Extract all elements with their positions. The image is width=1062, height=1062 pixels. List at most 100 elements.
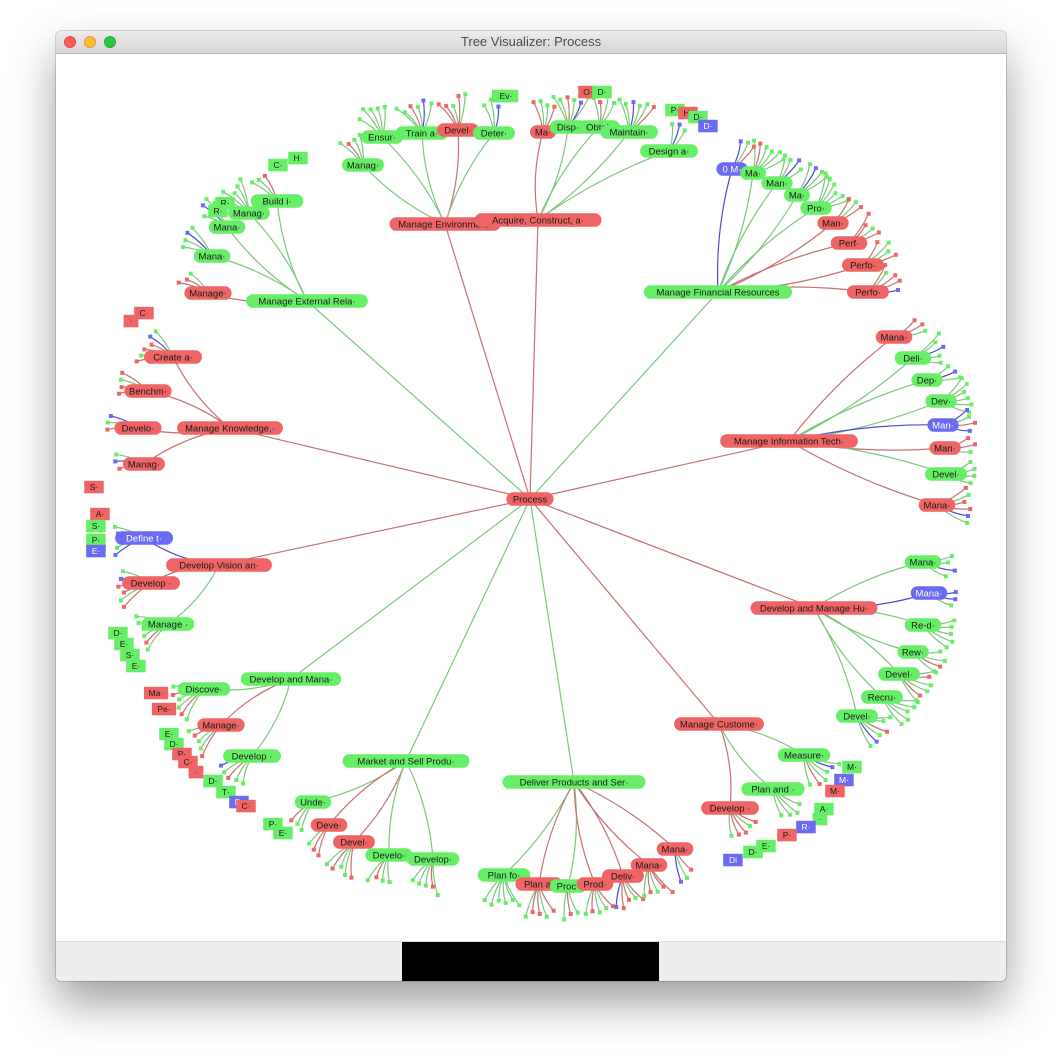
leaf-node[interactable]: S· [84, 480, 104, 494]
leaf-node[interactable]: H· [288, 151, 308, 165]
child-node[interactable]: Devel· [925, 467, 967, 481]
child-node[interactable]: Perfo· [847, 285, 889, 299]
child-node[interactable]: Maintain· [600, 125, 658, 139]
leaf-node[interactable]: E· [86, 544, 106, 558]
child-node[interactable]: Man· [929, 441, 961, 455]
child-node[interactable]: Manag· [342, 158, 384, 172]
child-node[interactable]: Mana· [208, 220, 246, 234]
child-node[interactable]: Benchm· [124, 384, 172, 398]
child-node[interactable]: 0 M· [716, 162, 748, 176]
leaf-node[interactable]: A· [90, 507, 110, 521]
leaf-node[interactable]: S· [86, 519, 106, 533]
child-node[interactable]: Mana· [910, 586, 948, 600]
leaf-node[interactable]: S· [120, 648, 140, 662]
child-node[interactable]: Manage· [197, 718, 245, 732]
child-node[interactable]: Mana· [904, 555, 942, 569]
child-node[interactable]: Measure· [777, 748, 831, 762]
child-node[interactable]: Plan and · [741, 782, 805, 796]
leaf-node[interactable]: M· [825, 784, 845, 798]
child-node[interactable]: Mana· [193, 249, 231, 263]
child-node[interactable]: Mana· [918, 498, 956, 512]
leaf-node[interactable]: A· [814, 802, 834, 816]
child-node[interactable]: Recru· [861, 690, 903, 704]
tree-canvas[interactable]: C·Ev·O·D·P·H·D·D·H·C·R·R·C··S·A·S·P·E·D·… [56, 54, 1006, 941]
child-node[interactable]: Re-d· [904, 618, 942, 632]
branch-node[interactable]: Manage Environment· [389, 217, 501, 231]
child-node[interactable]: Manag· [228, 206, 270, 220]
child-node[interactable]: Develop · [701, 801, 759, 815]
branch-node[interactable]: Deliver Products and Ser· [502, 775, 646, 789]
leaf-node[interactable]: C· [134, 306, 154, 320]
leaf-node[interactable]: E· [273, 826, 293, 840]
leaf-node[interactable]: · [188, 765, 204, 779]
close-button[interactable] [64, 36, 76, 48]
child-node[interactable]: Devel· [878, 667, 920, 681]
child-node[interactable]: Plan fo· [477, 868, 531, 882]
branch-node[interactable]: Develop and Mana· [240, 672, 342, 686]
leaf-node[interactable]: D· [108, 626, 128, 640]
child-node[interactable]: Devel· [333, 835, 375, 849]
child-node[interactable]: Man· [817, 216, 849, 230]
leaf-node[interactable]: D· [698, 119, 718, 133]
child-node[interactable]: Create a· [144, 350, 202, 364]
child-node[interactable]: Deve· [310, 818, 348, 832]
leaf-node[interactable]: M· [842, 760, 862, 774]
child-node[interactable]: Build i· [250, 194, 304, 208]
leaf-node[interactable]: · [123, 314, 139, 328]
zoom-button[interactable] [104, 36, 116, 48]
leaf-node[interactable]: C· [178, 755, 198, 769]
child-node[interactable]: Devel· [437, 123, 479, 137]
child-node[interactable]: Perf· [830, 236, 868, 250]
child-node[interactable]: Manag· [123, 457, 165, 471]
child-node[interactable]: Disp· [549, 120, 587, 134]
child-node[interactable]: Develop · [223, 749, 281, 763]
child-node[interactable]: Manage· [184, 286, 232, 300]
branch-node[interactable]: Manage Knowledge,· [177, 421, 283, 435]
leaf-node[interactable]: E· [126, 659, 146, 673]
leaf-node[interactable]: D· [203, 774, 223, 788]
leaf-node[interactable]: D· [743, 845, 763, 859]
leaf-node[interactable]: T· [216, 785, 236, 799]
child-node[interactable]: Dev· [925, 394, 957, 408]
leaf-node[interactable]: C· [236, 799, 256, 813]
child-node[interactable]: Man· [761, 176, 793, 190]
child-node[interactable]: Mana· [875, 330, 913, 344]
child-node[interactable]: Discove· [177, 682, 231, 696]
child-node[interactable]: Mana· [656, 842, 694, 856]
child-node[interactable]: Pro· [800, 201, 832, 215]
child-node[interactable]: Manage · [141, 617, 195, 631]
leaf-node[interactable]: Pe· [151, 702, 177, 716]
root-node[interactable]: Process [506, 492, 554, 506]
leaf-node[interactable]: E· [159, 727, 179, 741]
branch-node[interactable]: Manage External Rela· [246, 294, 368, 308]
child-node[interactable]: Ensur· [361, 130, 403, 144]
child-node[interactable]: Ma· [530, 125, 556, 139]
child-node[interactable]: Define t· [115, 531, 173, 545]
leaf-node[interactable]: D· [592, 85, 612, 99]
leaf-node[interactable]: P· [86, 533, 106, 547]
child-node[interactable]: Devel· [836, 709, 878, 723]
branch-node[interactable]: Manage Information Tech· [720, 434, 858, 448]
leaf-node[interactable]: Di [723, 853, 743, 867]
branch-node[interactable]: Develop and Manage Hu· [750, 601, 878, 615]
leaf-node[interactable]: R· [208, 204, 228, 218]
leaf-node[interactable]: · [812, 812, 828, 826]
branch-node[interactable]: Market and Sell Produ· [342, 754, 470, 768]
child-node[interactable]: Deliv· [602, 869, 644, 883]
leaf-node[interactable]: Ev· [493, 89, 519, 103]
branch-node[interactable]: Develop Vision an· [166, 558, 272, 572]
child-node[interactable]: Develop · [122, 576, 180, 590]
child-node[interactable]: Rew· [897, 645, 929, 659]
child-node[interactable]: Develop· [406, 852, 460, 866]
child-node[interactable]: Design a· [640, 144, 698, 158]
child-node[interactable]: Ma· [740, 166, 766, 180]
leaf-node[interactable]: D· [164, 737, 184, 751]
child-node[interactable]: Deli· [894, 351, 932, 365]
child-node[interactable]: Unde· [294, 795, 332, 809]
branch-node[interactable]: Manage Custome· [674, 717, 764, 731]
child-node[interactable]: Deter· [473, 126, 515, 140]
child-node[interactable]: Mana· [630, 858, 668, 872]
leaf-node[interactable]: Ma· [143, 686, 169, 700]
minimize-button[interactable] [84, 36, 96, 48]
leaf-node[interactable]: E· [114, 637, 134, 651]
